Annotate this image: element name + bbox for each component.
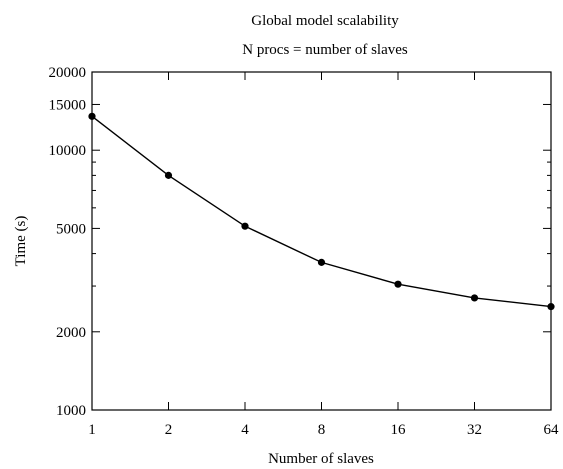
data-point	[547, 303, 555, 311]
x-axis-label: Number of slaves	[268, 451, 374, 467]
chart-subtitle: N procs = number of slaves	[242, 42, 408, 58]
data-point	[241, 222, 249, 230]
data-point	[394, 280, 402, 288]
data-point	[88, 112, 96, 120]
y-axis-label: Time (s)	[13, 216, 29, 267]
y-tick-label: 5000	[56, 221, 86, 237]
x-tick-label: 16	[391, 422, 407, 438]
chart-title: Global model scalability	[251, 13, 399, 29]
y-tick-label: 1000	[56, 403, 86, 419]
x-axis: 1 2 4 8 16 32 64	[88, 72, 559, 438]
x-tick-label: 1	[88, 422, 96, 438]
x-tick-label: 4	[241, 422, 249, 438]
series-line	[91, 115, 552, 308]
x-tick-label: 8	[318, 422, 326, 438]
y-tick-label: 20000	[49, 65, 87, 81]
data-point	[164, 171, 173, 179]
data-point	[317, 258, 326, 266]
y-axis: 1000 2000 5000 10000 15000 20000	[49, 65, 551, 419]
y-tick-label: 15000	[49, 97, 87, 113]
y-tick-label: 10000	[49, 143, 87, 159]
x-tick-label: 2	[165, 422, 173, 438]
y-tick-label: 2000	[56, 325, 86, 341]
plot-frame	[91, 71, 552, 411]
x-tick-label: 64	[544, 422, 560, 438]
x-tick-label: 32	[467, 422, 482, 438]
series-layer	[88, 112, 555, 311]
data-point	[470, 294, 479, 302]
